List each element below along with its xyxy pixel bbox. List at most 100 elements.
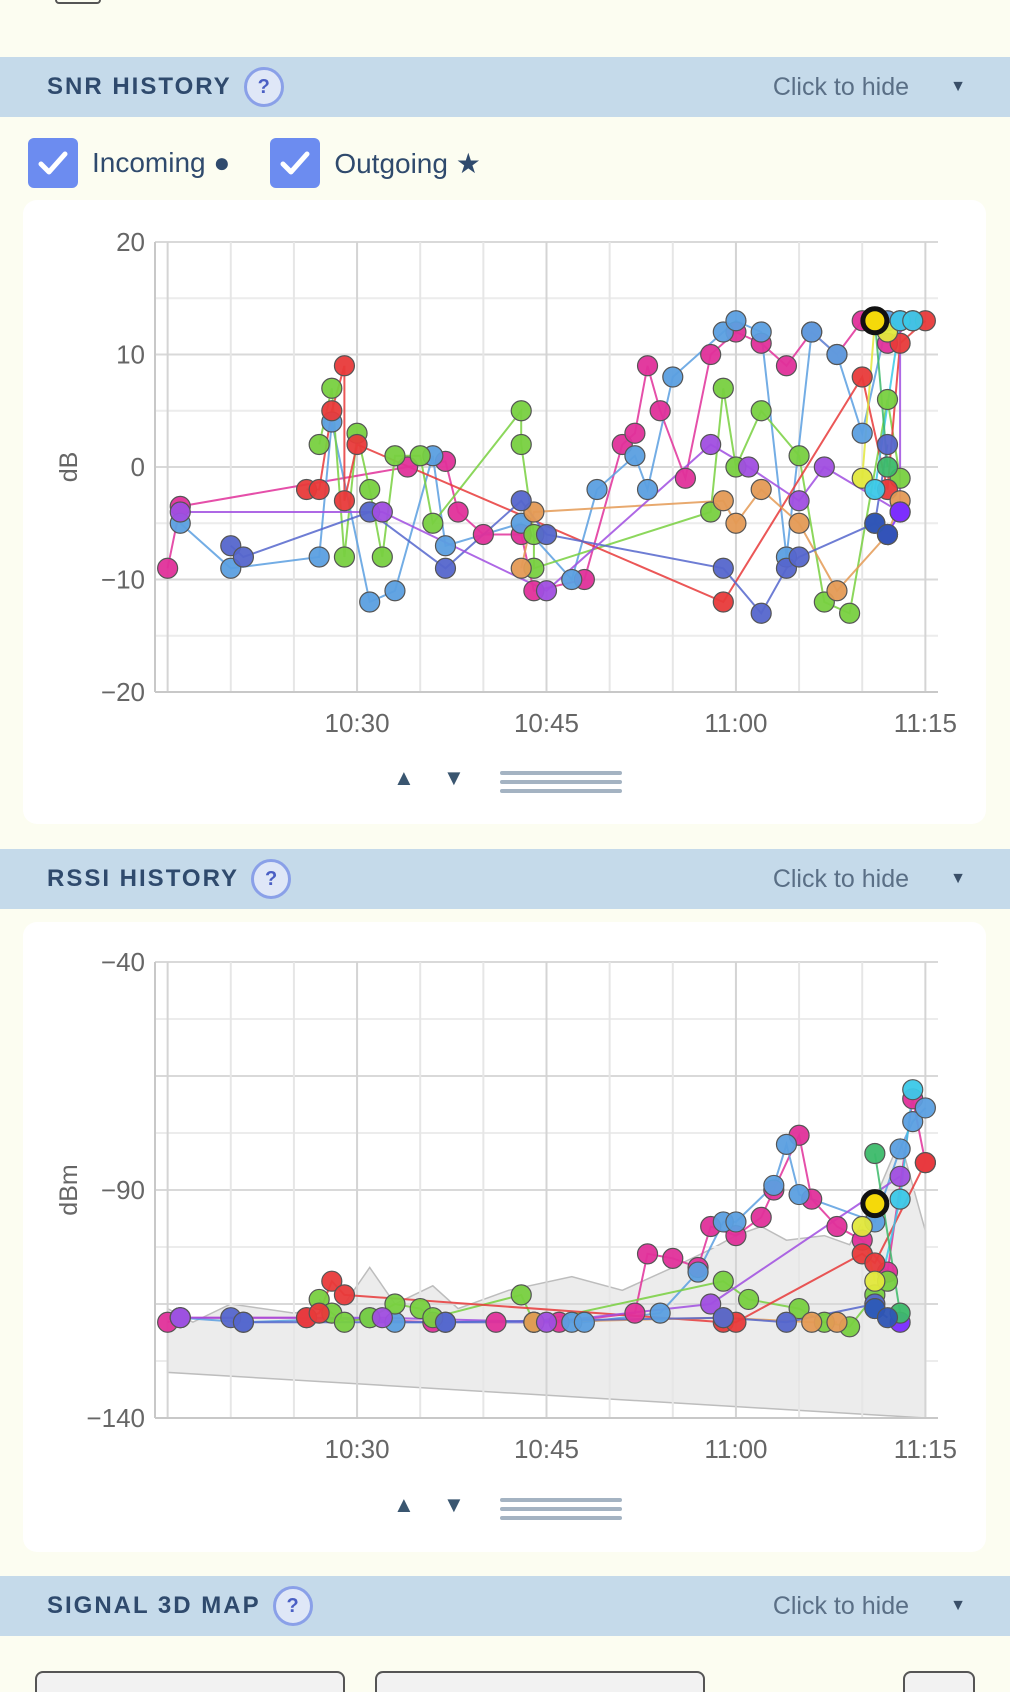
data-point xyxy=(712,591,734,613)
data-point xyxy=(700,1293,722,1315)
data-point xyxy=(700,433,722,456)
data-point xyxy=(826,580,848,602)
y-tick-label: 20 xyxy=(116,227,145,257)
data-point xyxy=(902,310,924,332)
current-position-marker xyxy=(860,306,890,336)
signal-3d-map-header[interactable]: SIGNAL 3D MAP ? Click to hide ▼ xyxy=(0,1576,1010,1636)
data-point xyxy=(687,1261,709,1283)
snr-hide-toggle[interactable]: Click to hide xyxy=(772,72,909,101)
map-caret-down-icon[interactable]: ▼ xyxy=(950,1597,966,1614)
incoming-label: Incoming ● xyxy=(92,147,231,178)
data-point xyxy=(359,478,381,501)
data-point xyxy=(876,388,899,411)
rssi-resize-handle-icon[interactable] xyxy=(500,1498,622,1528)
data-point xyxy=(775,1133,798,1155)
data-point xyxy=(889,501,911,523)
snr-help-icon[interactable]: ? xyxy=(243,67,284,107)
data-point xyxy=(422,512,444,534)
direction-filters: Incoming ● Outgoing ★ xyxy=(28,138,521,188)
data-point xyxy=(750,400,772,422)
rssi-chart-controls: ▲ ▼ xyxy=(23,1492,986,1532)
snr-history-header[interactable]: SNR HISTORY ? Click to hide ▼ xyxy=(0,57,1010,117)
data-point xyxy=(169,1307,191,1329)
data-point xyxy=(308,478,330,501)
incoming-filter[interactable]: Incoming ● xyxy=(28,138,230,188)
map-button-2[interactable] xyxy=(375,1671,705,1692)
data-point xyxy=(169,501,191,523)
data-point xyxy=(788,445,810,467)
data-point xyxy=(308,433,330,456)
data-point xyxy=(636,1243,659,1265)
data-point xyxy=(902,1111,924,1133)
data-point xyxy=(485,1311,507,1333)
rssi-move-down-icon[interactable]: ▼ xyxy=(443,1492,465,1517)
data-point xyxy=(384,445,406,467)
x-tick-label: 11:15 xyxy=(894,708,957,738)
map-help-icon[interactable]: ? xyxy=(272,1586,313,1626)
snr-resize-handle-icon[interactable] xyxy=(500,771,622,801)
snr-chart-card: 20 10 0 −10 −20 10:30 10:45 11:00 11:15 dB ▲ ▼ xyxy=(23,200,986,824)
outgoing-label: Outgoing ★ xyxy=(334,147,481,179)
data-point xyxy=(750,478,772,501)
data-point xyxy=(775,355,798,377)
signal-3d-map-title: SIGNAL 3D MAP xyxy=(47,1592,261,1619)
data-point xyxy=(700,343,722,366)
map-button-1[interactable] xyxy=(35,1671,345,1692)
rssi-history-header[interactable]: RSSI HISTORY ? Click to hide ▼ xyxy=(0,849,1010,909)
data-point xyxy=(725,1211,747,1233)
data-point xyxy=(535,523,558,546)
data-point xyxy=(409,445,431,467)
data-point xyxy=(737,1288,760,1311)
rssi-hide-toggle[interactable]: Click to hide xyxy=(772,864,909,893)
snr-move-up-icon[interactable]: ▲ xyxy=(393,765,415,790)
data-point xyxy=(384,580,406,602)
series-line xyxy=(318,388,902,615)
x-tick-label: 11:00 xyxy=(704,708,767,738)
snr-caret-down-icon[interactable]: ▼ xyxy=(950,78,966,95)
data-point xyxy=(725,310,747,332)
data-point xyxy=(826,1215,848,1238)
rssi-chart-card: −40 −90 −140 10:30 10:45 11:00 11:15 dBm ▲ ▼ xyxy=(23,922,986,1552)
data-point xyxy=(914,1152,936,1174)
rssi-help-icon[interactable]: ? xyxy=(251,859,292,899)
data-point xyxy=(232,546,255,568)
data-point xyxy=(510,557,532,579)
data-point xyxy=(750,321,772,343)
outgoing-filter[interactable]: Outgoing ★ xyxy=(270,138,481,188)
data-point xyxy=(712,1307,734,1329)
data-point xyxy=(333,1284,356,1306)
data-point xyxy=(434,557,457,579)
map-hide-toggle[interactable]: Click to hide xyxy=(772,1591,909,1620)
data-point xyxy=(232,1311,255,1333)
map-settings-button[interactable] xyxy=(903,1671,975,1692)
data-point xyxy=(321,1270,343,1292)
data-point xyxy=(763,1174,785,1197)
data-point xyxy=(157,557,179,579)
data-point xyxy=(889,1165,911,1187)
data-point xyxy=(889,1188,911,1210)
data-point xyxy=(333,1311,356,1333)
snr-move-down-icon[interactable]: ▼ xyxy=(443,765,465,790)
data-point xyxy=(712,377,734,399)
snr-chart[interactable]: 20 10 0 −10 −20 10:30 10:45 11:00 11:15 dB xyxy=(23,200,986,824)
data-point xyxy=(371,1307,393,1329)
snr-chart-controls: ▲ ▼ xyxy=(23,765,986,805)
x-tick-label: 11:15 xyxy=(894,1434,957,1464)
rssi-chart[interactable]: −40 −90 −140 10:30 10:45 11:00 11:15 dBm xyxy=(23,922,986,1552)
data-point xyxy=(826,1311,848,1333)
current-position-marker xyxy=(860,1189,890,1219)
rssi-move-up-icon[interactable]: ▲ xyxy=(393,1492,415,1517)
data-point xyxy=(876,1307,899,1329)
rssi-caret-down-icon[interactable]: ▼ xyxy=(950,870,966,887)
map-toolbar xyxy=(0,1671,1010,1692)
x-tick-label: 10:30 xyxy=(325,1434,390,1464)
data-point xyxy=(649,1302,671,1324)
data-point xyxy=(535,580,558,602)
data-point xyxy=(636,478,659,501)
data-point xyxy=(813,456,835,478)
checkmark-icon xyxy=(38,151,68,175)
x-tick-label: 10:30 xyxy=(325,708,390,738)
outgoing-checkbox[interactable] xyxy=(270,138,321,188)
y-tick-label: 10 xyxy=(116,340,145,370)
incoming-checkbox[interactable] xyxy=(28,138,78,188)
